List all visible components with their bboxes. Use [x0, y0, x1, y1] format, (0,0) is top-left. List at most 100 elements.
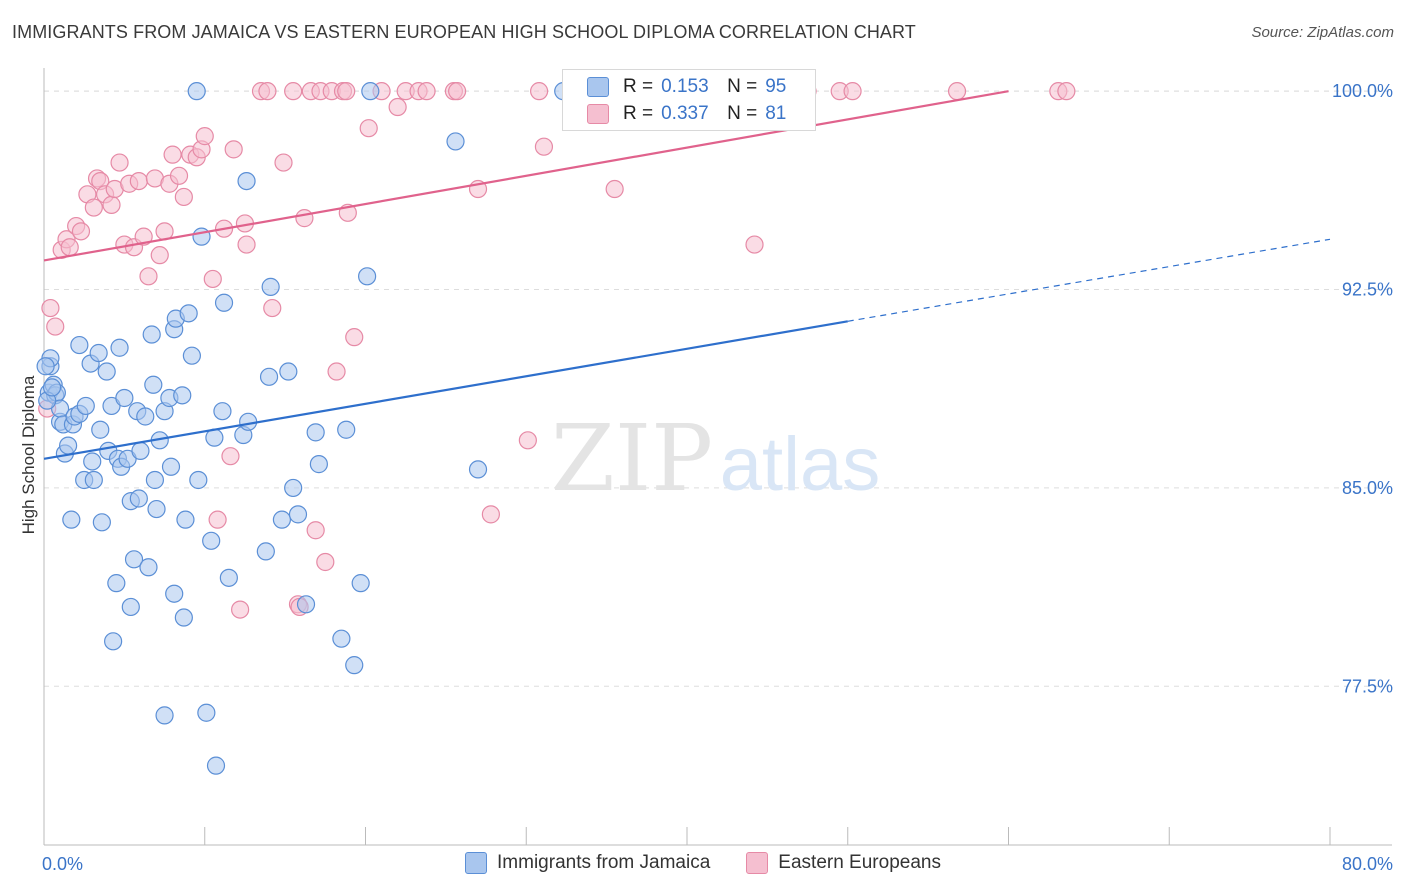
data-point [150, 246, 169, 265]
data-point [1057, 82, 1076, 101]
data-point [163, 145, 182, 164]
data-point [174, 608, 193, 627]
data-point [176, 510, 195, 529]
data-point [62, 510, 81, 529]
data-point [142, 325, 161, 344]
data-point [337, 82, 356, 101]
data-point [534, 137, 554, 156]
data-point [237, 235, 256, 254]
data-point [361, 82, 380, 101]
data-point [139, 267, 158, 286]
data-point [110, 153, 129, 172]
data-point [89, 343, 108, 363]
data-point [295, 209, 314, 228]
data-point [306, 521, 325, 540]
series-jamaica [36, 82, 740, 775]
data-point [221, 447, 240, 466]
legend: Immigrants from Jamaica Eastern European… [0, 852, 1406, 874]
legend-item-eastern-europeans[interactable]: Eastern Europeans [746, 852, 941, 874]
data-point [104, 632, 123, 651]
data-point [296, 595, 316, 614]
data-point [155, 706, 174, 725]
data-point [46, 317, 65, 336]
data-point [173, 386, 192, 405]
data-point [231, 600, 250, 619]
data-point [189, 470, 208, 490]
pink-swatch [587, 104, 609, 124]
data-point [134, 227, 153, 246]
stats-box: R = 0.153 N = 95 R = 0.337 N = 81 [562, 69, 816, 131]
data-point [124, 550, 144, 569]
data-point [256, 542, 275, 561]
n-value-pink: 81 [765, 103, 787, 124]
trend-line-jamaica-extension [847, 238, 1331, 322]
n-value-blue: 95 [765, 76, 787, 97]
data-point [91, 420, 110, 439]
data-point [306, 423, 325, 442]
data-point [345, 328, 364, 347]
data-point [224, 140, 243, 159]
data-point [258, 82, 277, 101]
y-tick-label: 92.5% [1342, 280, 1393, 300]
data-point [518, 431, 537, 450]
data-point [417, 82, 436, 101]
data-point [92, 513, 111, 532]
data-point [182, 346, 201, 365]
data-point [110, 338, 129, 357]
data-point [107, 574, 126, 593]
y-tick-label: 100.0% [1332, 81, 1393, 101]
data-point [261, 277, 280, 296]
data-point [147, 499, 166, 519]
legend-item-jamaica[interactable]: Immigrants from Jamaica [465, 852, 710, 874]
data-point [288, 505, 308, 524]
data-point [214, 293, 234, 312]
data-point [136, 407, 155, 426]
source-label: Source: ZipAtlas.com [1251, 24, 1394, 41]
data-point [84, 198, 103, 217]
data-point [129, 489, 148, 508]
data-point [219, 568, 238, 587]
data-point [121, 597, 140, 617]
data-point [195, 127, 214, 146]
r-value-blue: 0.153 [661, 76, 709, 97]
data-point [345, 656, 364, 675]
data-point [309, 455, 328, 474]
legend-label-jamaica: Immigrants from Jamaica [497, 852, 711, 873]
n-label: N = [727, 76, 758, 97]
data-point [272, 510, 292, 529]
data-point [70, 335, 89, 355]
data-point [60, 238, 79, 257]
data-point [83, 452, 102, 471]
data-point [129, 171, 148, 191]
chart-title: IMMIGRANTS FROM JAMAICA VS EASTERN EUROP… [12, 22, 916, 42]
data-point [97, 362, 116, 381]
data-point [161, 457, 181, 476]
legend-label-eastern-europeans: Eastern Europeans [778, 852, 941, 873]
data-point [605, 179, 624, 199]
data-point [316, 552, 335, 572]
data-point [139, 558, 158, 577]
data-point [446, 132, 465, 151]
data-point [145, 470, 165, 490]
data-point [530, 82, 549, 101]
data-point [481, 505, 500, 524]
n-label: N = [727, 103, 758, 124]
data-point [169, 166, 189, 185]
data-point [42, 378, 62, 397]
data-point [947, 82, 967, 101]
data-point [208, 510, 227, 529]
data-point [213, 402, 232, 421]
data-point [284, 478, 303, 498]
data-point [197, 703, 216, 722]
legend-swatch-pink [746, 852, 769, 874]
data-point [144, 375, 163, 394]
stats-row-blue: R = 0.153 N = 95 [587, 74, 786, 100]
stats-row-pink: R = 0.337 N = 81 [587, 101, 786, 127]
data-point [279, 362, 298, 381]
watermark-zip: ZIP [551, 405, 713, 512]
data-point [263, 298, 282, 318]
data-point [206, 756, 226, 775]
data-point [284, 82, 303, 101]
data-point [237, 171, 256, 191]
